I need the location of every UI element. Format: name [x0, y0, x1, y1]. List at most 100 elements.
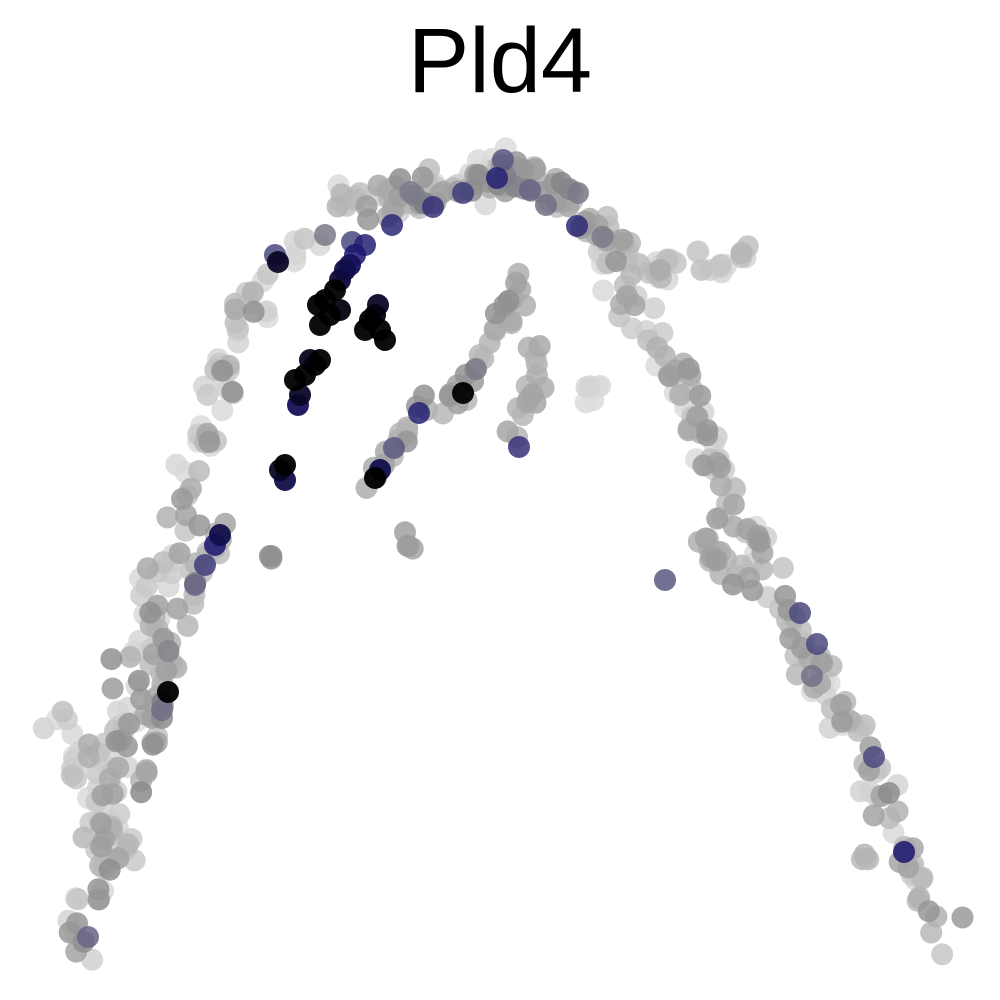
chart-title: Pld4: [407, 10, 593, 112]
scatter-point: [209, 524, 231, 546]
scatter-point: [801, 665, 823, 687]
scatter-point: [771, 556, 794, 579]
scatter-point: [242, 300, 265, 323]
scatter-point: [696, 424, 718, 447]
scatter-point: [105, 730, 128, 753]
scatter-point: [669, 384, 692, 406]
scatter-point: [107, 756, 130, 779]
scatter-point: [483, 318, 506, 341]
scatter-point: [118, 712, 141, 735]
scatter-point: [486, 167, 508, 189]
scatter-point: [721, 573, 744, 596]
scatter-point: [326, 195, 349, 218]
scatter-point: [130, 688, 153, 711]
scatter-point: [465, 358, 487, 380]
scatter-point: [309, 314, 331, 336]
scatter-point: [165, 453, 188, 476]
scatter-point: [730, 242, 753, 265]
scatter-point: [130, 781, 153, 804]
scatter-point: [806, 633, 828, 655]
scatter-point: [139, 601, 162, 624]
scatter-point: [188, 514, 211, 537]
scatter-point: [51, 700, 74, 723]
scatter-point: [77, 733, 100, 756]
scatter-point: [611, 228, 634, 251]
scatter-point: [654, 569, 676, 591]
scatter-point: [157, 640, 180, 662]
scatter-point: [127, 669, 150, 692]
scatter-point: [692, 454, 715, 477]
scatter-point: [578, 375, 601, 398]
scatter-point: [66, 888, 89, 911]
scatter-point: [168, 542, 191, 565]
scatter-point: [98, 858, 121, 881]
scatter-point: [194, 554, 216, 576]
scatter-point: [492, 149, 514, 171]
scatter-point: [267, 251, 289, 273]
scatter-point: [157, 681, 179, 703]
scatter-point: [354, 319, 376, 341]
scatter-point: [689, 384, 712, 407]
scatter-point: [779, 627, 802, 650]
scatter-point: [862, 804, 885, 827]
scatter-point: [166, 597, 189, 620]
scatter-point: [381, 214, 403, 236]
scatter-point: [367, 174, 390, 197]
scatter-point: [32, 717, 55, 740]
scatter-point: [623, 294, 646, 317]
scatter-point: [135, 761, 158, 784]
scatter-point: [324, 279, 346, 301]
scatter-point: [519, 179, 541, 201]
scatter-point: [474, 193, 497, 216]
scatter-point: [309, 349, 331, 371]
scatter-point: [176, 614, 199, 637]
scatter-point: [77, 926, 99, 948]
scatter-point: [646, 336, 669, 359]
scatter-point: [709, 474, 732, 497]
scatter-point: [748, 530, 771, 553]
scatter-point: [591, 225, 614, 248]
scatter-point: [677, 357, 700, 380]
scatter-point: [505, 271, 528, 294]
scatter-point: [396, 534, 419, 557]
scatter-point: [224, 298, 247, 321]
scatter-point: [917, 900, 940, 923]
scatter-point: [155, 659, 178, 682]
scatter-point: [100, 648, 123, 671]
scatter-point: [705, 549, 728, 572]
scatter-point: [412, 384, 435, 407]
scatter-point: [188, 460, 210, 482]
scatter-point: [605, 250, 628, 273]
scatter-point: [364, 467, 386, 489]
scatter-point: [528, 335, 551, 357]
scatter-point: [508, 436, 530, 458]
points-layer: [32, 137, 974, 971]
scatter-point: [658, 365, 681, 388]
scatter-point: [241, 281, 264, 304]
scatter-point: [521, 383, 544, 406]
scatter-point: [274, 454, 296, 476]
scatter-point: [294, 364, 316, 386]
scatter-point: [709, 456, 732, 478]
scatter-point: [774, 584, 797, 607]
scatter-point: [211, 359, 234, 382]
scatter-point: [649, 259, 672, 281]
scatter-point: [709, 253, 732, 276]
scatter-point: [90, 812, 113, 835]
scatter-point: [411, 166, 434, 189]
scatter-point: [566, 215, 588, 237]
scatter-point: [690, 258, 713, 281]
scatter-point: [60, 764, 83, 787]
scatter-point: [535, 194, 557, 216]
scatter-point: [496, 420, 519, 443]
scatter-point: [196, 383, 219, 406]
scatter-point: [91, 784, 114, 807]
scatter-point: [221, 380, 244, 403]
scatter-point: [211, 399, 234, 422]
scatter-point: [567, 182, 589, 204]
scatter-point: [722, 493, 745, 516]
scatter-point: [789, 602, 811, 624]
scatter-point: [643, 297, 666, 320]
